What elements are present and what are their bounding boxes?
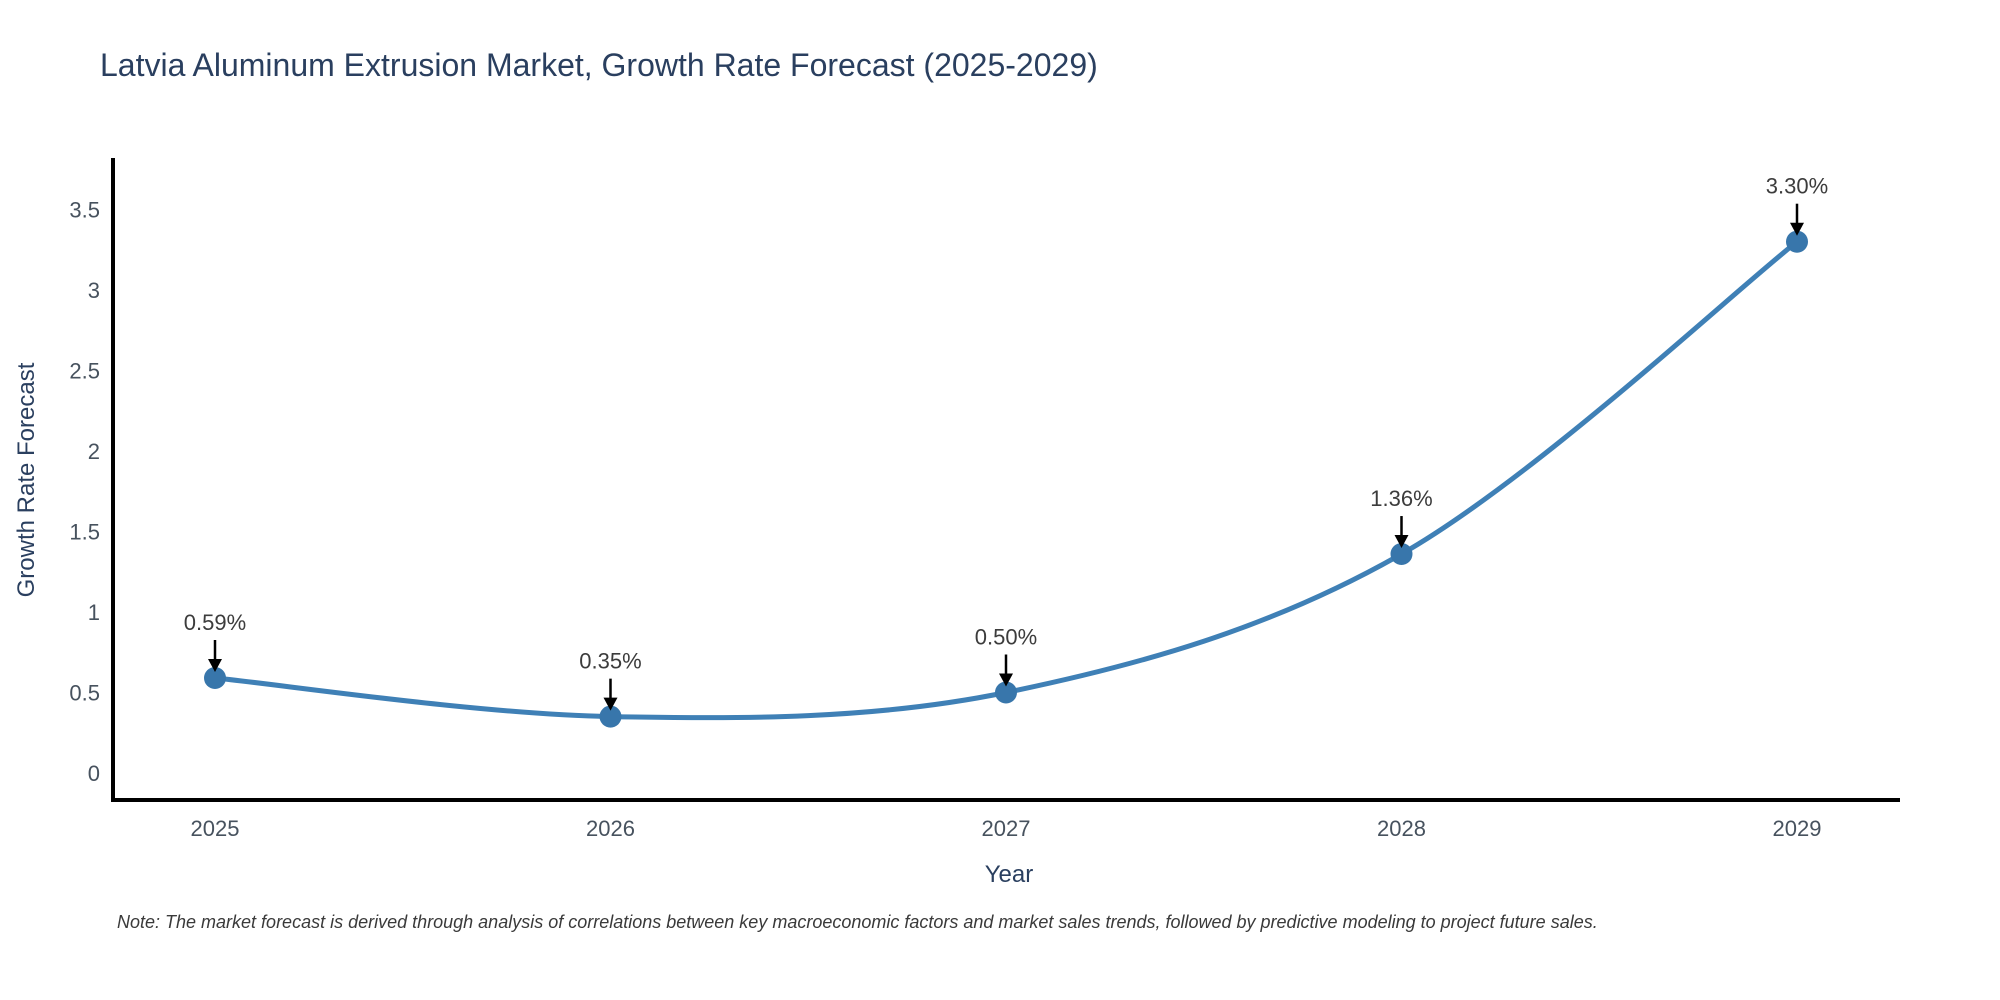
x-tick-label: 2025 — [191, 816, 240, 841]
point-value-label: 0.35% — [579, 649, 641, 674]
x-tick-label: 2026 — [586, 816, 635, 841]
y-tick-label: 2.5 — [69, 359, 100, 384]
x-tick-label: 2027 — [982, 816, 1031, 841]
chart-title: Latvia Aluminum Extrusion Market, Growth… — [100, 47, 1098, 83]
point-annotations: 0.59% 0.35% 0.50% 1.36% 3.30% — [184, 174, 1828, 711]
data-point-marker — [1390, 543, 1413, 565]
annotation-arrow-head — [999, 673, 1013, 687]
annotation-arrow-head — [1394, 535, 1409, 549]
annotation-arrow-head — [208, 659, 222, 673]
y-tick-label: 0 — [88, 761, 100, 786]
y-tick-label: 1 — [88, 600, 100, 625]
point-value-label: 1.36% — [1370, 486, 1432, 511]
y-axis-title: Growth Rate Forecast — [13, 362, 40, 597]
y-tick-label: 0.5 — [69, 681, 100, 706]
point-value-label: 3.30% — [1766, 174, 1828, 199]
data-point-marker — [599, 705, 622, 728]
y-tick-label: 1.5 — [69, 520, 100, 545]
series-spline-line — [212, 239, 1800, 721]
data-point-marker — [995, 681, 1017, 704]
point-value-label: 0.59% — [184, 610, 246, 635]
y-tick-label: 3 — [88, 278, 100, 303]
annotation-arrow-head — [1790, 222, 1804, 236]
x-tick-label: 2029 — [1773, 816, 1822, 841]
footnote: Note: The market forecast is derived thr… — [117, 912, 1598, 932]
x-axis-title: Year — [985, 861, 1034, 888]
y-tick-label: 2 — [88, 439, 100, 464]
data-point-marker — [204, 667, 226, 689]
point-value-label: 0.50% — [975, 625, 1037, 650]
annotation-arrow-head — [603, 697, 618, 711]
data-series — [204, 230, 1808, 728]
data-point-marker — [1786, 230, 1808, 253]
x-tick-label: 2028 — [1377, 816, 1426, 841]
x-axis-tick-labels: 2025 2026 2027 2028 2029 — [191, 816, 1822, 841]
y-axis-tick-labels: 0 0.5 1 1.5 2 2.5 3 3.5 — [69, 198, 100, 787]
y-tick-label: 3.5 — [69, 198, 100, 223]
